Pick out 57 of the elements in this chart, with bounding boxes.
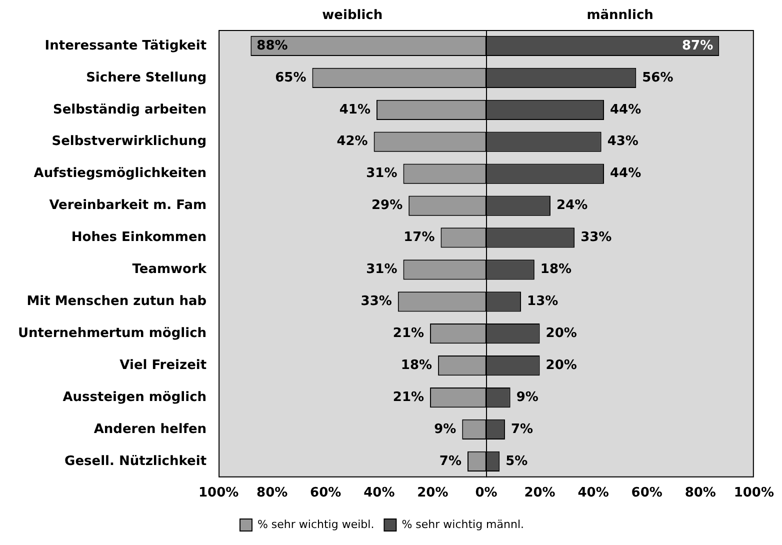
x-tick-label: 100% (198, 486, 239, 501)
data-label: 21% (392, 390, 424, 405)
text: männlich (586, 8, 654, 23)
data-label: 33% (360, 294, 392, 310)
x-tick-label: 0% (475, 486, 498, 501)
x-tick-label: 80% (256, 486, 288, 501)
data-label: 44% (610, 166, 642, 182)
x-tick-label: 60% (310, 486, 342, 501)
data-label: 88% (256, 38, 288, 54)
data-label: 24% (556, 198, 588, 214)
legend-label: % sehr wichtig weibl. (257, 518, 374, 531)
data-label: 56% (642, 70, 674, 86)
data-label: 43% (607, 134, 638, 150)
data-label: 7% (439, 454, 462, 469)
y-tick-label: Mit Menschen zutun hab (26, 294, 207, 310)
x-tick-label: 20% (417, 486, 448, 501)
data-label: 33% (580, 230, 612, 246)
y-tick-label: Unternehmertum möglich (18, 326, 207, 341)
x-tick-label: 40% (364, 486, 395, 501)
data-label: 44% (610, 102, 642, 118)
x-tick-label: 80% (684, 486, 716, 501)
y-tick-label: Vereinbarkeit m. Fam (49, 198, 207, 214)
data-label: 31% (366, 262, 398, 278)
data-label: 29% (371, 198, 403, 214)
y-tick-label: Viel Freizeit (120, 358, 207, 373)
data-label: 21% (392, 326, 424, 341)
data-label: 13% (527, 294, 558, 310)
data-label: 42% (336, 134, 368, 150)
data-label: 17% (404, 230, 435, 246)
y-tick-label: Aussteigen möglich (62, 390, 207, 405)
y-tick-label: Teamwork (132, 262, 207, 278)
y-tick-label: Selbstverwirklichung (52, 134, 207, 150)
x-tick-label: 100% (734, 486, 774, 501)
data-label: 5% (506, 454, 528, 469)
x-tick-label: 20% (524, 486, 556, 501)
data-label: 41% (339, 102, 370, 118)
y-tick-label: Sichere Stellung (86, 70, 207, 86)
text: weiblich (322, 8, 383, 23)
legend-label: % sehr wichtig männl. (402, 518, 524, 531)
y-tick-label: Interessante Tätigkeit (44, 38, 207, 54)
data-label: 31% (366, 166, 398, 182)
data-label: 9% (434, 422, 456, 437)
x-tick-label: 40% (578, 486, 609, 501)
data-label: 18% (400, 358, 432, 373)
data-label: 18% (540, 262, 572, 278)
data-label: 20% (546, 326, 577, 341)
data-label: 87% (682, 38, 714, 54)
data-label: 65% (275, 70, 306, 86)
data-label: 20% (546, 358, 577, 373)
y-tick-label: Hohes Einkommen (71, 230, 207, 246)
x-tick-label: 60% (631, 486, 662, 501)
data-label: 7% (510, 422, 534, 437)
data-label: 9% (516, 390, 538, 405)
y-tick-label: Anderen helfen (94, 422, 207, 437)
y-tick-label: Aufstiegsmöglichkeiten (34, 166, 207, 182)
y-tick-label: Gesell. Nützlichkeit (64, 454, 207, 469)
y-tick-label: Selbständig arbeiten (52, 102, 207, 118)
